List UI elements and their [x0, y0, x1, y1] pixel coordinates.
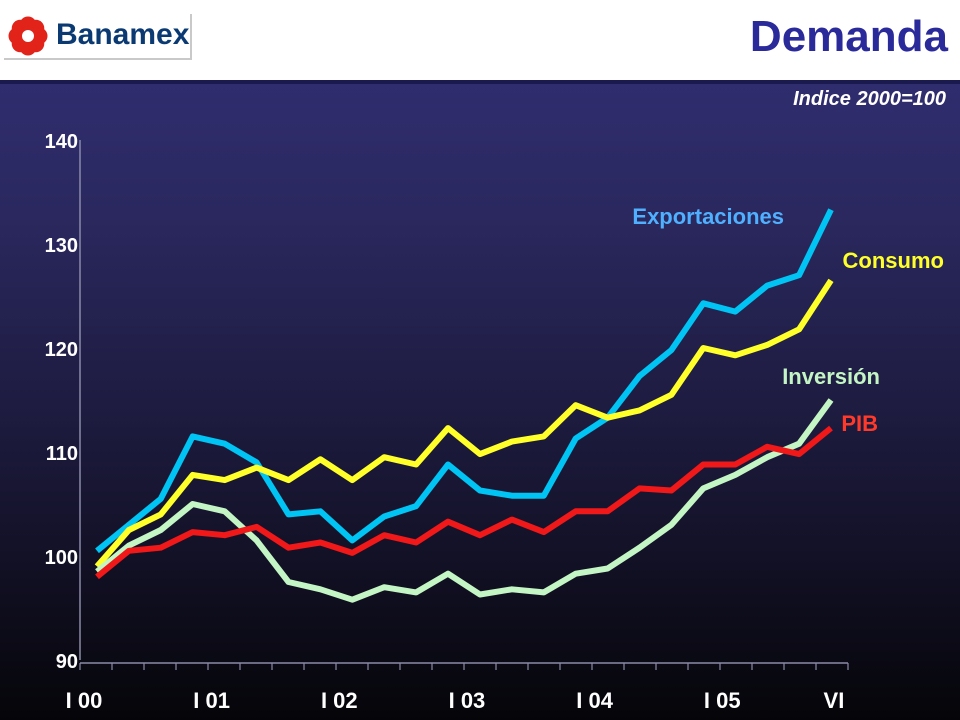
series-label: Consumo — [843, 248, 944, 273]
x-tick-label: I 00 — [66, 688, 103, 713]
header-bar: Banamex Demanda — [0, 0, 960, 80]
x-tick-label: I 01 — [193, 688, 230, 713]
series-label: PIB — [841, 411, 878, 436]
series-lines — [94, 208, 834, 603]
y-tick-labels: 90 100 110 120 130 140 — [45, 131, 78, 673]
y-tick-label: 140 — [45, 131, 78, 153]
banamex-flower-icon — [8, 16, 48, 56]
x-tick-label: VI — [824, 688, 845, 713]
series-line — [95, 398, 834, 603]
series-line — [95, 425, 833, 580]
banamex-logo: Banamex — [4, 14, 192, 60]
series-line — [94, 278, 834, 569]
series-line — [95, 208, 834, 554]
x-tick-labels: I 00 I 01 I 02 I 03 I 04 I 05 VI — [66, 688, 845, 713]
series-label: Inversión — [782, 364, 880, 389]
series-label: Exportaciones — [632, 204, 784, 229]
y-tick-label: 110 — [46, 443, 78, 465]
chart-subtitle: Indice 2000=100 — [793, 88, 946, 110]
axes — [79, 140, 849, 670]
y-tick-label: 90 — [56, 651, 78, 673]
y-tick-label: 100 — [45, 547, 78, 569]
y-tick-label: 130 — [45, 235, 78, 257]
y-tick-label: 120 — [45, 339, 78, 361]
page-title: Demanda — [749, 12, 948, 61]
logo-text: Banamex — [56, 18, 190, 51]
series-labels: Exportaciones Consumo Inversión PIB — [632, 204, 944, 436]
x-tick-label: I 02 — [321, 688, 358, 713]
x-tick-label: I 04 — [576, 688, 613, 713]
header-rule — [0, 80, 960, 84]
x-tick-label: I 03 — [449, 688, 486, 713]
x-tick-label: I 05 — [704, 688, 741, 713]
